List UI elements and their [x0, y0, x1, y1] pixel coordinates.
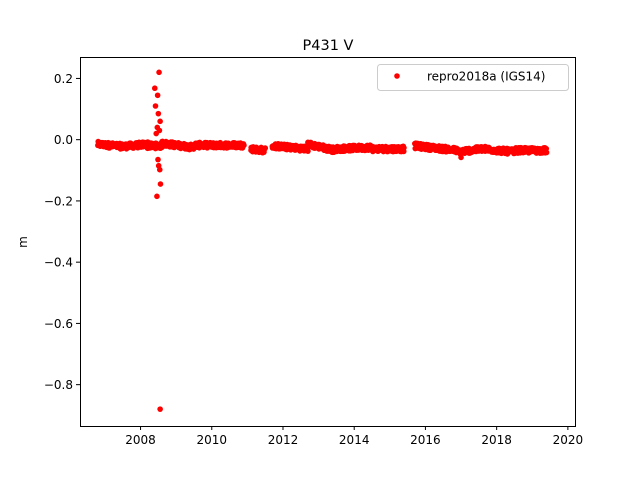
- y-tick-label: −0.4: [44, 256, 73, 270]
- data-point: [155, 110, 162, 117]
- y-tick-label: 0.2: [54, 72, 73, 86]
- legend-marker: [394, 73, 400, 79]
- data-point: [156, 69, 162, 76]
- data-point: [305, 148, 311, 154]
- data-point: [151, 85, 158, 92]
- data-point: [156, 166, 163, 173]
- x-tick-label: 2014: [339, 433, 370, 447]
- data-point: [152, 103, 159, 109]
- y-tick-label: −0.6: [44, 317, 73, 331]
- x-tick-label: 2016: [410, 433, 441, 447]
- x-tick-label: 2018: [481, 433, 512, 447]
- data-point: [157, 181, 164, 187]
- data-point: [241, 142, 247, 149]
- y-axis-label: m: [16, 236, 30, 248]
- legend-label: repro2018a (IGS14): [427, 70, 545, 84]
- legend: repro2018a (IGS14): [377, 64, 569, 91]
- chart-title: P431 V: [303, 38, 354, 54]
- x-tick-label: 2020: [553, 433, 584, 447]
- plot-area-frame: [80, 57, 576, 427]
- data-points: [95, 69, 550, 412]
- data-point: [458, 154, 464, 161]
- data-point: [262, 145, 269, 151]
- legend-box: [377, 64, 569, 91]
- data-point: [157, 118, 163, 125]
- y-tick-label: 0.0: [54, 133, 73, 147]
- data-point: [543, 149, 550, 156]
- x-tick-label: 2010: [196, 433, 227, 447]
- y-tick-label: −0.8: [44, 378, 73, 392]
- data-point: [154, 193, 160, 200]
- x-axis: 2008 2010 2012 2014 2016 2018 2020: [125, 426, 583, 447]
- data-point: [153, 130, 160, 137]
- y-axis: 0.2 0.0 −0.2 −0.4 −0.6 −0.8: [44, 72, 80, 392]
- data-point: [155, 156, 161, 163]
- x-tick-label: 2012: [268, 433, 299, 447]
- data-point: [154, 92, 161, 99]
- data-point: [401, 145, 407, 151]
- y-tick-label: −0.2: [44, 194, 73, 208]
- x-tick-label: 2008: [125, 433, 156, 447]
- data-point: [157, 406, 163, 412]
